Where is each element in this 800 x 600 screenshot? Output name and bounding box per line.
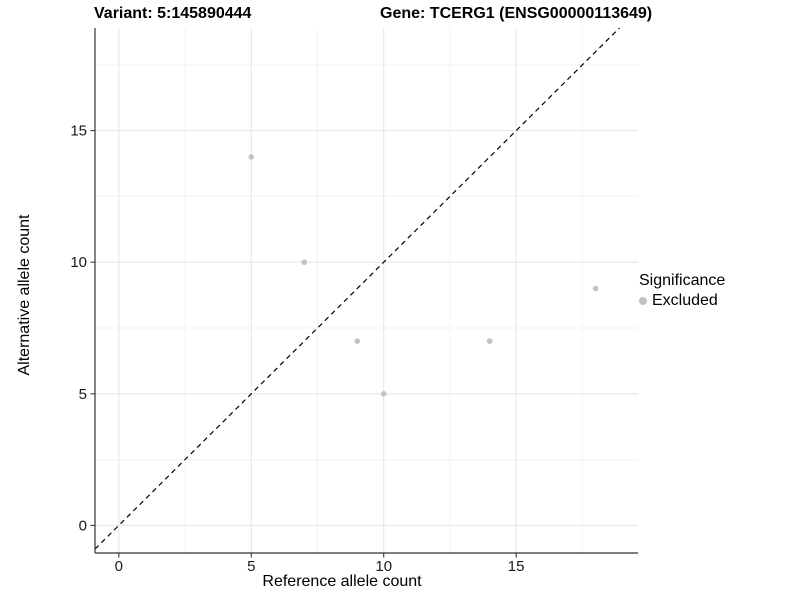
data-point	[301, 259, 308, 266]
y-tick-label: 10	[70, 254, 87, 271]
legend-title: Significance	[639, 272, 726, 289]
x-tick-label: 15	[508, 558, 525, 575]
legend-key-dot-icon	[639, 297, 647, 305]
plot-title-variant: Variant: 5:145890444	[94, 5, 252, 22]
plot-title-gene: Gene: TCERG1 (ENSG00000113649)	[380, 5, 653, 22]
data-point	[354, 338, 361, 344]
x-tick-label: 10	[375, 558, 392, 575]
y-axis-label: Alternative allele count	[16, 214, 33, 376]
y-tick-label: 5	[79, 386, 87, 403]
x-axis-label: Reference allele count	[262, 573, 422, 590]
legend: Significance Excluded	[639, 271, 725, 310]
data-point	[486, 338, 493, 344]
legend-entry-label: Excluded	[652, 292, 718, 309]
identity-line	[94, 27, 620, 550]
y-tick-label: 15	[70, 123, 87, 140]
x-tick-label: 5	[247, 558, 255, 575]
data-point	[380, 390, 387, 397]
data-point	[592, 285, 599, 292]
x-tick-label: 0	[115, 558, 123, 575]
y-tick-label: 0	[79, 517, 87, 534]
data-point	[248, 154, 255, 160]
legend-entries: Excluded	[639, 292, 725, 310]
legend-entry: Excluded	[639, 292, 725, 310]
